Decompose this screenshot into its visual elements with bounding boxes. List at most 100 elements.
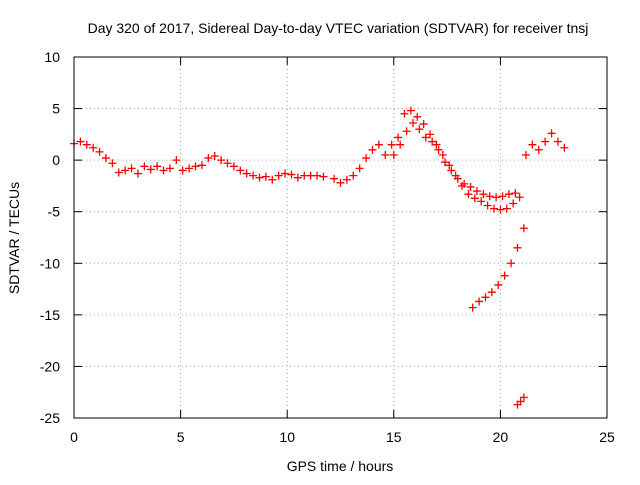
data-point [428, 137, 437, 146]
data-point [396, 140, 405, 149]
data-point [217, 156, 226, 165]
y-tick-label: -15 [40, 307, 60, 323]
y-tick-label: 5 [52, 101, 60, 117]
data-point [172, 156, 181, 165]
data-point [528, 140, 537, 149]
y-tick-label: -25 [40, 410, 60, 426]
data-point [114, 168, 123, 177]
data-point [355, 164, 364, 173]
data-point [153, 162, 162, 171]
data-point [534, 145, 543, 154]
y-axis-label: SDTVAR / TECUs [6, 182, 22, 294]
data-point [445, 161, 454, 170]
data-point [319, 172, 328, 181]
data-point [101, 154, 110, 163]
data-point [274, 171, 283, 180]
y-tick-label: 10 [44, 49, 60, 65]
series-group [330, 106, 524, 214]
data-point [191, 162, 200, 171]
data-point [485, 192, 494, 201]
series-group [513, 393, 528, 409]
data-point [432, 140, 441, 149]
data-point [494, 280, 503, 289]
y-tick-label: -10 [40, 255, 60, 271]
data-point [438, 150, 447, 159]
data-point [387, 140, 396, 149]
data-point [287, 170, 296, 179]
ticks-layer [73, 56, 608, 419]
data-point [261, 172, 270, 181]
data-point [402, 127, 411, 136]
data-point [140, 162, 149, 171]
data-point [197, 161, 206, 170]
data-point [146, 165, 155, 174]
data-point [483, 201, 492, 210]
data-point [236, 166, 245, 175]
data-point [165, 164, 174, 173]
x-tick-label: 5 [177, 429, 185, 445]
data-point [381, 150, 390, 159]
data-point [560, 143, 569, 152]
data-point [515, 193, 524, 202]
series-group [521, 129, 569, 159]
x-tick-label: 25 [599, 429, 615, 445]
ticklabels-layer: 0 5 10 15 20 25 10 5 0 -5 -10 -15 -20 -25 [40, 49, 615, 445]
series-group [70, 137, 328, 184]
data-point [408, 119, 417, 128]
data-point [507, 259, 516, 268]
data-point [490, 204, 499, 213]
data-point [472, 187, 481, 196]
data-point [477, 197, 486, 206]
data-point [95, 147, 104, 156]
data-point [362, 154, 371, 163]
data-point [223, 159, 232, 168]
data-point [313, 171, 322, 180]
data-point [178, 166, 187, 175]
data-point [434, 145, 443, 154]
data-point [519, 393, 528, 402]
data-point [108, 159, 117, 168]
data-point [336, 178, 345, 187]
points-layer [70, 106, 569, 409]
data-point [516, 397, 525, 406]
x-tick-label: 20 [493, 429, 509, 445]
data-point [413, 112, 422, 121]
data-point [242, 169, 251, 178]
data-point [475, 297, 484, 306]
y-tick-label: -5 [48, 204, 61, 220]
data-point [500, 271, 509, 280]
data-point [268, 175, 277, 184]
data-point [492, 193, 501, 202]
data-point [127, 164, 136, 173]
data-point [121, 166, 130, 175]
x-tick-label: 0 [70, 429, 78, 445]
data-point [210, 152, 219, 161]
y-tick-label: -20 [40, 358, 60, 374]
data-point [406, 106, 415, 115]
data-point [204, 154, 213, 163]
data-point [400, 109, 409, 118]
data-point [481, 293, 490, 302]
data-point [342, 175, 351, 184]
data-point [519, 224, 528, 233]
data-point [281, 169, 290, 178]
data-point [368, 145, 377, 154]
plot-frame [73, 56, 608, 419]
data-point [89, 143, 98, 152]
data-point [133, 169, 142, 178]
data-point [504, 190, 513, 199]
data-point [464, 190, 473, 199]
series-group [389, 119, 520, 202]
x-tick-label: 10 [279, 429, 295, 445]
data-point [453, 174, 462, 183]
data-point [468, 303, 477, 312]
data-point [229, 162, 238, 171]
data-point [389, 150, 398, 159]
x-axis-label: GPS time / hours [287, 458, 394, 474]
data-point [447, 166, 456, 175]
data-point [374, 140, 383, 149]
data-point [521, 150, 530, 159]
data-point [255, 173, 264, 182]
